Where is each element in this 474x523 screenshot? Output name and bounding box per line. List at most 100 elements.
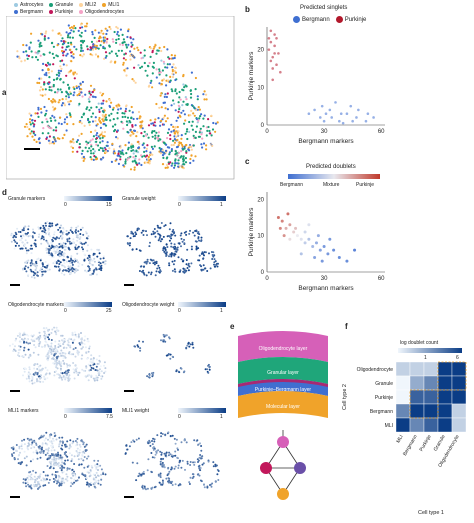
map-spot [37, 365, 40, 368]
map-spot [81, 246, 83, 249]
map-spot [95, 467, 98, 470]
map-spot [90, 465, 93, 467]
map-spot [190, 262, 193, 265]
map-spot [11, 454, 14, 457]
map-spot [200, 449, 203, 452]
map-spot [145, 488, 147, 491]
map-spot [164, 248, 167, 251]
point-bergmann [339, 112, 343, 115]
tissue-spot [116, 129, 119, 132]
tissue-spot [106, 149, 109, 153]
map-spot [66, 467, 69, 470]
tissue-spot [106, 141, 109, 144]
map-spot [80, 343, 83, 346]
tissue-spot [65, 54, 68, 57]
map-spot [78, 463, 81, 466]
map-spot [67, 265, 70, 268]
map-spot [85, 270, 88, 273]
map-spot [54, 434, 57, 437]
map-spot [18, 332, 21, 335]
tissue-spot [40, 77, 43, 80]
map-spot [173, 247, 176, 250]
map-spot [28, 439, 31, 442]
map-spot [89, 469, 92, 472]
tissue-spot [137, 49, 140, 52]
tissue-spot [162, 60, 165, 63]
tissue-spot [100, 106, 103, 110]
map-spot [71, 331, 74, 334]
x-tick-label: 30 [321, 129, 328, 135]
tissue-spot [30, 114, 33, 117]
map-spot [34, 346, 37, 349]
map-spot [63, 462, 66, 465]
map-spot [42, 238, 45, 241]
map-spot [177, 448, 179, 451]
tissue-spot [137, 110, 141, 114]
tissue-spot [205, 93, 208, 96]
tissue-spot [70, 29, 73, 32]
tissue-spot [72, 30, 75, 33]
map-spot [193, 463, 196, 466]
map-spot [93, 268, 96, 271]
map-spot [39, 374, 42, 377]
tissue-spot [50, 99, 53, 103]
tissue-spot [95, 40, 99, 43]
tissue-spot [80, 122, 83, 125]
map-spot [33, 381, 36, 384]
map-spot [180, 245, 182, 248]
map-spot [154, 235, 157, 238]
graph-node-bergmann [294, 462, 306, 474]
tissue-spot [144, 69, 147, 72]
map-spot [29, 268, 32, 271]
map-spot [43, 434, 45, 437]
map-spot [147, 376, 150, 379]
map-spot [83, 259, 86, 262]
tissue-spot [28, 128, 31, 131]
tissue-spot [65, 91, 69, 94]
map-spot [62, 359, 65, 362]
map-spot [188, 345, 191, 348]
tissue-spot [189, 157, 192, 161]
tissue-spot [53, 116, 56, 119]
map-spot [24, 261, 27, 264]
tissue-spot [216, 121, 219, 124]
map-spot [200, 252, 203, 255]
map-spot [58, 373, 61, 376]
tissue-spot [114, 52, 118, 55]
tissue-spot [66, 45, 69, 48]
panel-d-right-max: 1 [220, 414, 223, 420]
tissue-spot [168, 153, 171, 156]
tissue-spot [190, 124, 193, 127]
map-spot [56, 249, 58, 252]
map-spot [200, 236, 203, 239]
map-spot [23, 457, 26, 460]
map-spot [47, 231, 50, 234]
tissue-spot [20, 60, 23, 63]
tissue-spot [165, 95, 168, 99]
tissue-spot [110, 112, 113, 115]
tissue-spot [38, 141, 41, 145]
map-spot [74, 333, 77, 336]
tissue-spot [59, 65, 62, 68]
map-spot [199, 264, 202, 267]
map-spot [57, 481, 60, 484]
map-spot [44, 332, 46, 335]
map-spot [66, 339, 69, 342]
legend-item-oligodendrocytes: Oligodendrocytes [79, 9, 124, 15]
tissue-spot [94, 47, 97, 50]
tissue-spot [154, 137, 157, 140]
map-spot [185, 346, 188, 349]
map-spot [71, 442, 74, 445]
map-spot [49, 242, 52, 244]
map-spot [188, 481, 191, 484]
tissue-spot [25, 123, 28, 126]
map-spot [59, 440, 62, 443]
tissue-spot [48, 142, 51, 145]
map-spot [159, 460, 162, 463]
map-spot [99, 257, 102, 260]
map-spot [82, 233, 85, 236]
tissue-spot [177, 104, 180, 107]
map-spot [68, 447, 71, 450]
tissue-spot [121, 149, 124, 152]
x-tick-label: 60 [378, 129, 385, 135]
